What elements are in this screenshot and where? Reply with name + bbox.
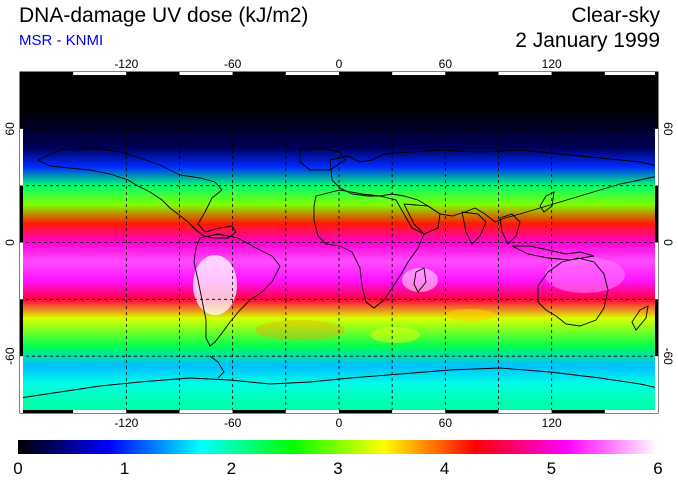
lon-tick-label-top: -120 [114,57,138,71]
colorbar-labels: 0 1 2 3 4 5 6 [13,459,662,478]
japan-coast [539,191,555,213]
frame-bar-top [73,72,127,75]
colorbar-tick-label: 3 [333,459,342,478]
frame-bar-bottom [179,410,233,413]
frame-bar-bottom [551,410,605,413]
frame-bar-top [232,72,286,75]
frame-bar-bottom [498,410,552,413]
colorbar-tick-label: 4 [440,459,449,478]
frame-bar-left [20,242,23,300]
antarctica-coast [20,367,658,399]
frame-bar-left [20,356,23,413]
frame-bar-right [655,299,658,357]
colorbar-tick-label: 0 [13,459,22,478]
north-america-coast [36,147,237,239]
frame-bar-bottom [392,410,446,413]
lat-tick-label-right: 60 [661,122,675,136]
india-coast [461,211,487,245]
frame-scale-bars [20,72,658,413]
greenland-coast [299,147,346,171]
frame-bar-top [126,72,180,75]
colorbar-tick-label: 5 [547,459,556,478]
frame-bar-left [20,299,23,357]
frame-bar-top [179,72,233,75]
south-america-coast [193,233,281,347]
frame-bar-bottom [339,410,393,413]
colorbar [18,440,658,454]
new-zealand-coast [631,305,649,331]
antarctic-peninsula-coast [209,355,225,379]
lon-tick-label-top: -60 [224,57,242,71]
frame-bar-right [655,128,658,186]
frame-bar-bottom [126,410,180,413]
frame-bar-top [604,72,658,75]
frame-bar-top [445,72,499,75]
southeast-asia-coast [499,213,521,245]
frame-bar-top [285,72,339,75]
lat-tick-label-right: -60 [661,347,675,365]
frame-bar-right [655,356,658,413]
frame-bar-left [20,185,23,243]
lon-tick-label-bottom: 0 [336,416,343,430]
frame-bar-top [498,72,552,75]
indonesia-coast [511,245,595,261]
frame-bar-left [20,128,23,186]
colorbar-tick-label: 6 [653,459,662,478]
frame-bar-right [655,185,658,243]
frame-bar-right [655,72,658,129]
source-label: MSR - KNMI [19,32,104,49]
lat-tick-label-left: 60 [3,122,17,136]
frame-bar-bottom [20,410,74,413]
date-label: 2 January 1999 [515,29,660,52]
frame-bar-bottom [232,410,286,413]
coastlines [20,147,658,399]
africa-coast [313,189,425,309]
colorbar-tick-label: 2 [227,459,236,478]
frame-bar-right [655,242,658,300]
dose-patches [193,255,625,343]
frame-bar-bottom [604,410,658,413]
lon-tick-label-bottom: 60 [439,416,453,430]
axis-tick-labels: -120 -120 -60 -60 0 0 60 60 120 120 60 0 -60 60 0 -60 [3,57,675,430]
frame-bar-bottom [445,410,499,413]
frame-bar-left [20,72,23,129]
eurasia-coast [329,149,658,223]
lon-tick-label-bottom: 120 [542,416,562,430]
lat-tick-label-right: 0 [661,239,675,246]
lon-tick-label-top: 60 [439,57,453,71]
lon-tick-label-bottom: -120 [114,416,138,430]
frame-bar-top [551,72,605,75]
frame-bar-top [392,72,446,75]
madagascar-coast [413,267,427,293]
frame-bar-bottom [285,410,339,413]
lat-tick-label-left: -60 [3,347,17,365]
lon-tick-label-top: 0 [336,57,343,71]
frame-bar-top [339,72,393,75]
frame-bar-bottom [73,410,127,413]
australia-coast [537,257,609,327]
lon-tick-label-bottom: -60 [224,416,242,430]
sky-condition-label: Clear-sky [571,4,660,27]
map-title: DNA-damage UV dose (kJ/m2) [19,4,309,27]
colorbar-tick-label: 1 [120,459,129,478]
lat-tick-label-left: 0 [3,239,17,246]
lon-tick-label-top: 120 [542,57,562,71]
graticule [20,72,658,413]
frame-bar-top [20,72,74,75]
arabia-coast [403,203,441,235]
